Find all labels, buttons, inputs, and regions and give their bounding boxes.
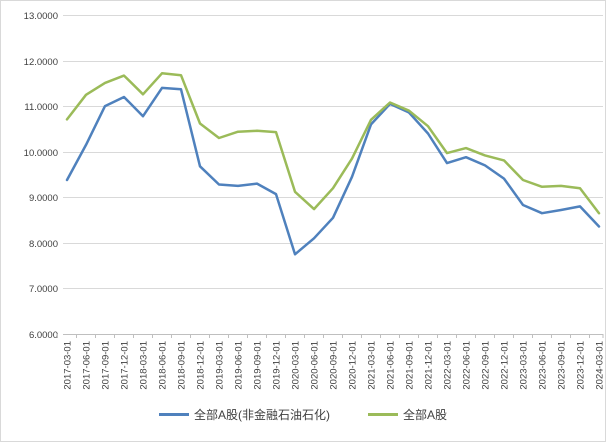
x-axis-tick-label: 2019-03-01	[215, 341, 226, 390]
x-axis-tick-label: 2022-06-01	[462, 341, 473, 390]
x-axis-tick-label: 2018-03-01	[139, 341, 150, 390]
x-axis-tick-label: 2022-09-01	[481, 341, 492, 390]
y-axis-tick-label: 10.0000	[24, 148, 58, 159]
x-axis-tick-label: 2019-06-01	[234, 341, 245, 390]
legend-line-swatch	[158, 413, 189, 416]
y-axis-tick-label: 8.0000	[29, 239, 58, 250]
x-axis-tick-label: 2021-09-01	[405, 341, 416, 390]
x-axis-tick-label: 2023-09-01	[557, 341, 568, 390]
x-axis-tick-label: 2021-06-01	[386, 341, 397, 390]
x-axis-tick-label: 2022-12-01	[500, 341, 511, 390]
x-axis-tick-label: 2023-12-01	[576, 341, 587, 390]
x-axis-tick-label: 2021-03-01	[367, 341, 378, 390]
legend-label: 全部A股(非金融石油石化)	[193, 408, 330, 422]
legend-line-swatch	[367, 413, 398, 416]
series-line-1[interactable]	[65, 72, 601, 215]
chart-legend: 全部A股(非金融石油石化) 全部A股	[1, 406, 605, 423]
x-axis-tick-label: 2024-03-01	[595, 341, 606, 390]
x-axis-tick-label: 2020-03-01	[291, 341, 302, 390]
y-axis-tick-label: 7.0000	[29, 284, 58, 295]
y-axis-tick-label: 9.0000	[29, 193, 58, 204]
x-axis-tick-label: 2019-09-01	[253, 341, 264, 390]
legend-label: 全部A股	[402, 408, 447, 422]
x-axis-tick-label: 2019-12-01	[272, 341, 283, 390]
legend-item-series-1[interactable]: 全部A股	[367, 406, 447, 423]
x-axis-tick-label: 2020-06-01	[310, 341, 321, 390]
x-axis-tick-label: 2023-03-01	[519, 341, 530, 390]
x-axis-tick-label: 2022-03-01	[443, 341, 454, 390]
y-axis-tick-label: 11.0000	[24, 102, 58, 113]
x-axis-tick-label: 2023-06-01	[538, 341, 549, 390]
x-axis-tick-label: 2018-12-01	[196, 341, 207, 390]
x-axis-tick-label: 2017-12-01	[120, 341, 131, 390]
y-axis-tick-label: 13.0000	[24, 11, 58, 22]
y-axis-tick-label: 6.0000	[29, 330, 58, 341]
x-axis-tick-label: 2020-09-01	[329, 341, 340, 390]
x-axis-tick-label: 2018-09-01	[177, 341, 188, 390]
x-axis-tick-label: 2017-06-01	[82, 341, 93, 390]
x-axis-tick-label: 2017-03-01	[63, 341, 74, 390]
y-axis-tick-label: 12.0000	[24, 57, 58, 68]
x-axis-tick-label: 2018-06-01	[158, 341, 169, 390]
legend-item-series-0[interactable]: 全部A股(非金融石油石化)	[158, 406, 330, 423]
series-line-0[interactable]	[65, 86, 601, 256]
x-axis-tick-label: 2021-12-01	[424, 341, 435, 390]
x-axis-tick-label: 2017-09-01	[101, 341, 112, 390]
x-axis-tick-label: 2020-12-01	[348, 341, 359, 390]
